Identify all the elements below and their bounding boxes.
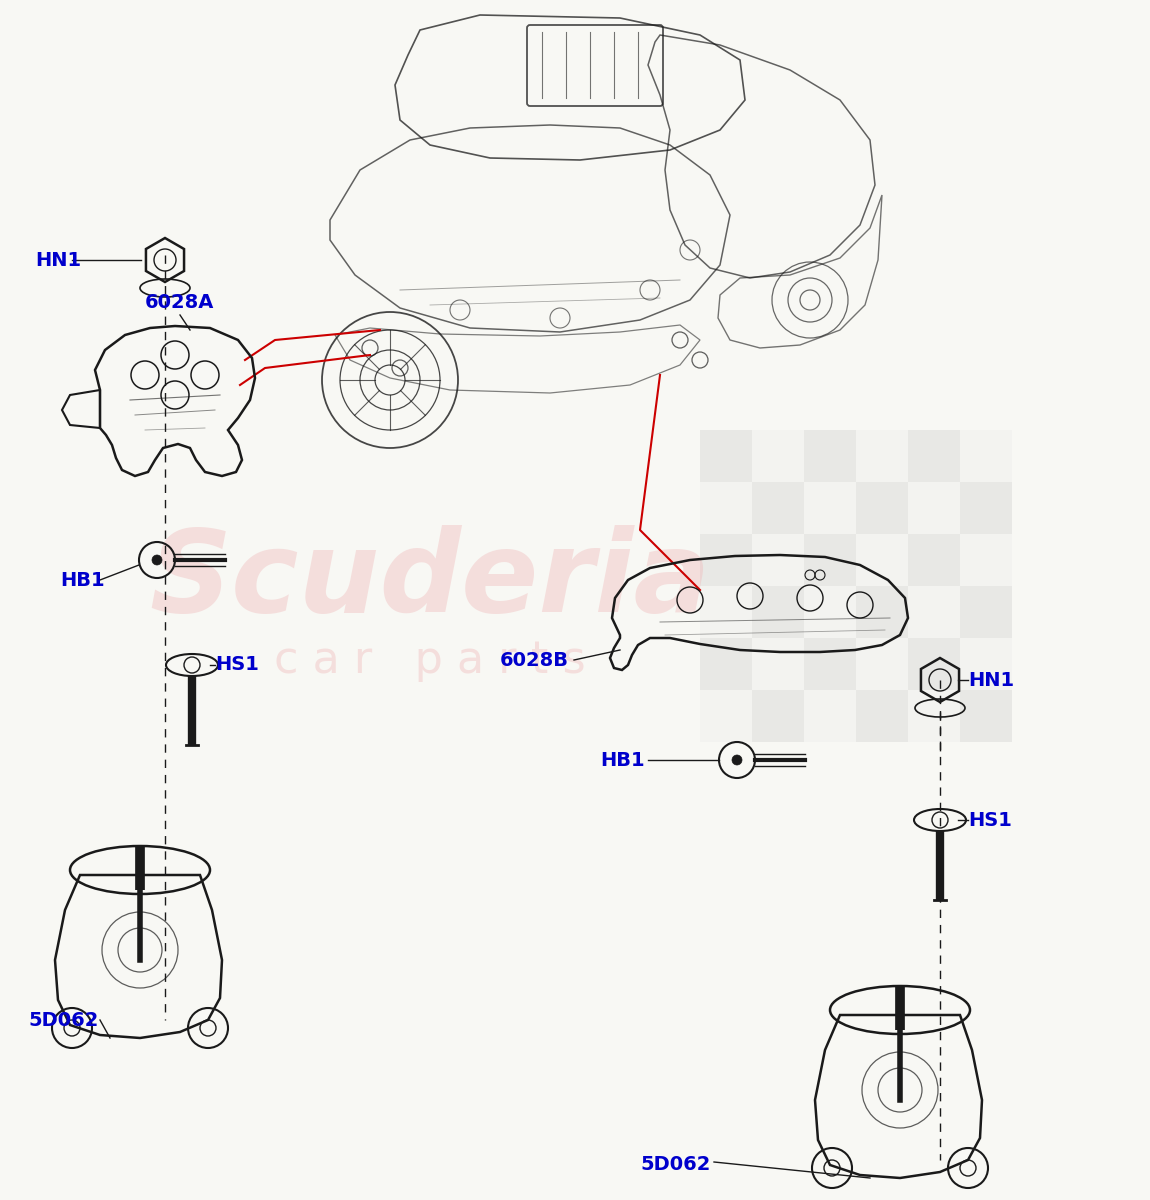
Bar	[700, 586, 752, 638]
Bar	[960, 586, 1012, 638]
Text: Scuderia: Scuderia	[150, 524, 711, 636]
Bar	[960, 534, 1012, 586]
Bar	[908, 638, 960, 690]
Bar	[908, 690, 960, 742]
Bar	[856, 534, 909, 586]
Bar	[908, 534, 960, 586]
Bar	[960, 482, 1012, 534]
Bar	[700, 638, 752, 690]
Bar	[752, 430, 804, 482]
Bar	[908, 482, 960, 534]
Text: HN1: HN1	[968, 671, 1014, 690]
Bar	[960, 638, 1012, 690]
Text: HS1: HS1	[968, 810, 1012, 829]
Bar	[700, 534, 752, 586]
Bar	[804, 586, 856, 638]
Bar	[804, 430, 856, 482]
Bar	[856, 482, 909, 534]
Text: HB1: HB1	[60, 570, 105, 589]
Bar	[804, 638, 856, 690]
Bar	[856, 586, 909, 638]
Text: HB1: HB1	[600, 750, 645, 769]
Bar	[752, 586, 804, 638]
Bar	[856, 430, 909, 482]
Bar	[752, 534, 804, 586]
Bar	[908, 430, 960, 482]
Bar	[804, 534, 856, 586]
Bar	[908, 586, 960, 638]
Bar	[804, 482, 856, 534]
Text: HN1: HN1	[34, 251, 82, 270]
Text: 6028A: 6028A	[145, 293, 214, 312]
Bar	[856, 690, 909, 742]
Text: 6028B: 6028B	[500, 650, 569, 670]
Bar	[856, 638, 909, 690]
Bar	[960, 690, 1012, 742]
Bar	[804, 690, 856, 742]
Bar	[752, 482, 804, 534]
Text: 5D062: 5D062	[641, 1156, 711, 1175]
Bar	[752, 690, 804, 742]
Circle shape	[152, 554, 162, 565]
Circle shape	[733, 755, 742, 766]
Bar	[700, 482, 752, 534]
Text: c a r   p a r t s: c a r p a r t s	[274, 638, 585, 682]
Bar	[700, 430, 752, 482]
Bar	[752, 638, 804, 690]
Bar	[960, 430, 1012, 482]
Text: HS1: HS1	[215, 655, 259, 674]
Text: 5D062: 5D062	[28, 1010, 99, 1030]
Bar	[700, 690, 752, 742]
